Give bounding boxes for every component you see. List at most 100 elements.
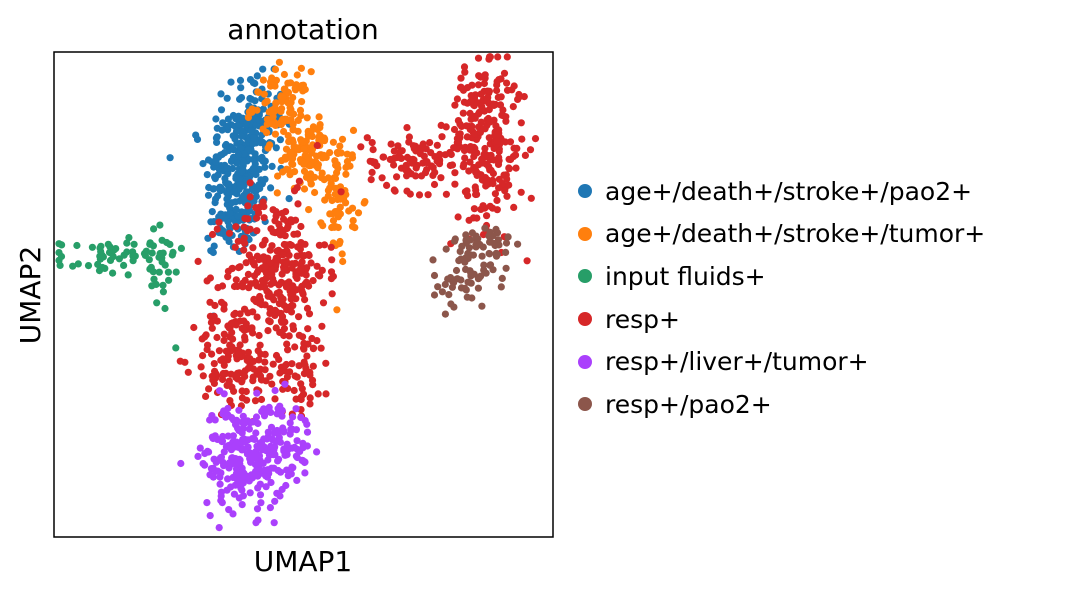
data-point	[393, 173, 401, 181]
data-point	[172, 268, 180, 276]
data-point	[531, 135, 540, 143]
data-point	[223, 94, 231, 102]
data-point	[253, 227, 261, 235]
data-point	[225, 180, 233, 188]
data-point	[290, 386, 298, 395]
data-point	[303, 114, 311, 122]
legend-swatch-icon	[578, 269, 592, 284]
data-point	[498, 111, 506, 119]
data-point	[229, 111, 237, 120]
data-point	[109, 269, 117, 277]
legend-label: input fluids+	[605, 261, 766, 291]
data-point	[234, 212, 242, 220]
data-point	[453, 95, 461, 103]
data-point	[152, 280, 160, 288]
data-point	[282, 481, 290, 490]
data-point	[322, 359, 330, 367]
data-point	[436, 150, 444, 158]
data-point	[467, 270, 475, 278]
data-point	[210, 185, 218, 193]
data-point	[153, 299, 161, 307]
data-point	[298, 385, 306, 393]
data-point	[279, 424, 287, 432]
data-point	[271, 395, 279, 403]
data-point	[217, 496, 225, 505]
data-point	[297, 64, 305, 72]
data-point	[212, 115, 220, 123]
data-point	[380, 153, 388, 161]
data-point	[261, 301, 269, 309]
data-point	[264, 292, 272, 300]
data-point	[220, 462, 228, 470]
data-point	[433, 157, 441, 165]
data-point	[228, 414, 236, 422]
data-point	[246, 489, 254, 497]
data-point	[471, 130, 479, 138]
data-point	[521, 151, 530, 159]
data-point	[264, 432, 272, 440]
data-point	[438, 288, 446, 296]
data-point	[287, 106, 295, 114]
data-point	[286, 430, 294, 438]
data-point	[249, 244, 257, 252]
data-point	[349, 217, 357, 225]
data-point	[297, 222, 305, 231]
data-point	[448, 161, 457, 169]
data-point	[255, 116, 263, 124]
data-point	[97, 247, 105, 256]
data-point	[207, 247, 215, 255]
data-point	[441, 310, 449, 318]
data-point	[233, 440, 241, 448]
data-point	[245, 425, 253, 433]
data-point	[221, 142, 230, 150]
data-point	[219, 369, 227, 378]
data-point	[240, 326, 248, 335]
data-point	[263, 129, 271, 137]
data-point	[230, 490, 238, 498]
data-point	[478, 105, 486, 113]
data-point	[451, 169, 459, 177]
data-point	[367, 176, 375, 184]
data-point	[215, 218, 223, 226]
data-point	[268, 162, 276, 170]
data-point	[303, 420, 311, 428]
data-point	[112, 245, 120, 253]
data-point	[295, 313, 303, 321]
data-point	[465, 167, 473, 175]
data-point	[430, 271, 439, 280]
data-point	[244, 309, 252, 317]
data-point	[268, 270, 276, 278]
data-point	[253, 252, 261, 260]
data-point	[256, 372, 265, 380]
data-point	[301, 458, 309, 466]
data-point	[252, 170, 260, 179]
data-point	[338, 135, 347, 143]
data-point	[253, 313, 261, 321]
data-point	[286, 419, 294, 427]
data-point	[336, 195, 344, 203]
data-point	[390, 161, 398, 169]
data-point	[229, 510, 237, 518]
data-point	[223, 486, 231, 494]
data-point	[150, 225, 158, 233]
data-point	[252, 413, 261, 421]
data-point	[287, 470, 295, 478]
data-point	[291, 84, 299, 92]
data-point	[476, 240, 484, 249]
data-point	[324, 174, 332, 182]
data-point	[329, 138, 337, 146]
data-point	[232, 174, 240, 182]
data-point	[482, 97, 491, 105]
data-point	[462, 231, 470, 239]
data-point	[403, 124, 411, 132]
data-point	[327, 180, 335, 188]
data-point	[468, 294, 476, 302]
data-point	[284, 88, 293, 97]
legend-swatch-icon	[578, 226, 592, 241]
data-point	[492, 225, 500, 233]
data-point	[271, 386, 279, 395]
data-point	[485, 134, 493, 142]
data-point	[278, 318, 286, 326]
data-point	[155, 268, 163, 276]
data-point	[57, 252, 66, 261]
